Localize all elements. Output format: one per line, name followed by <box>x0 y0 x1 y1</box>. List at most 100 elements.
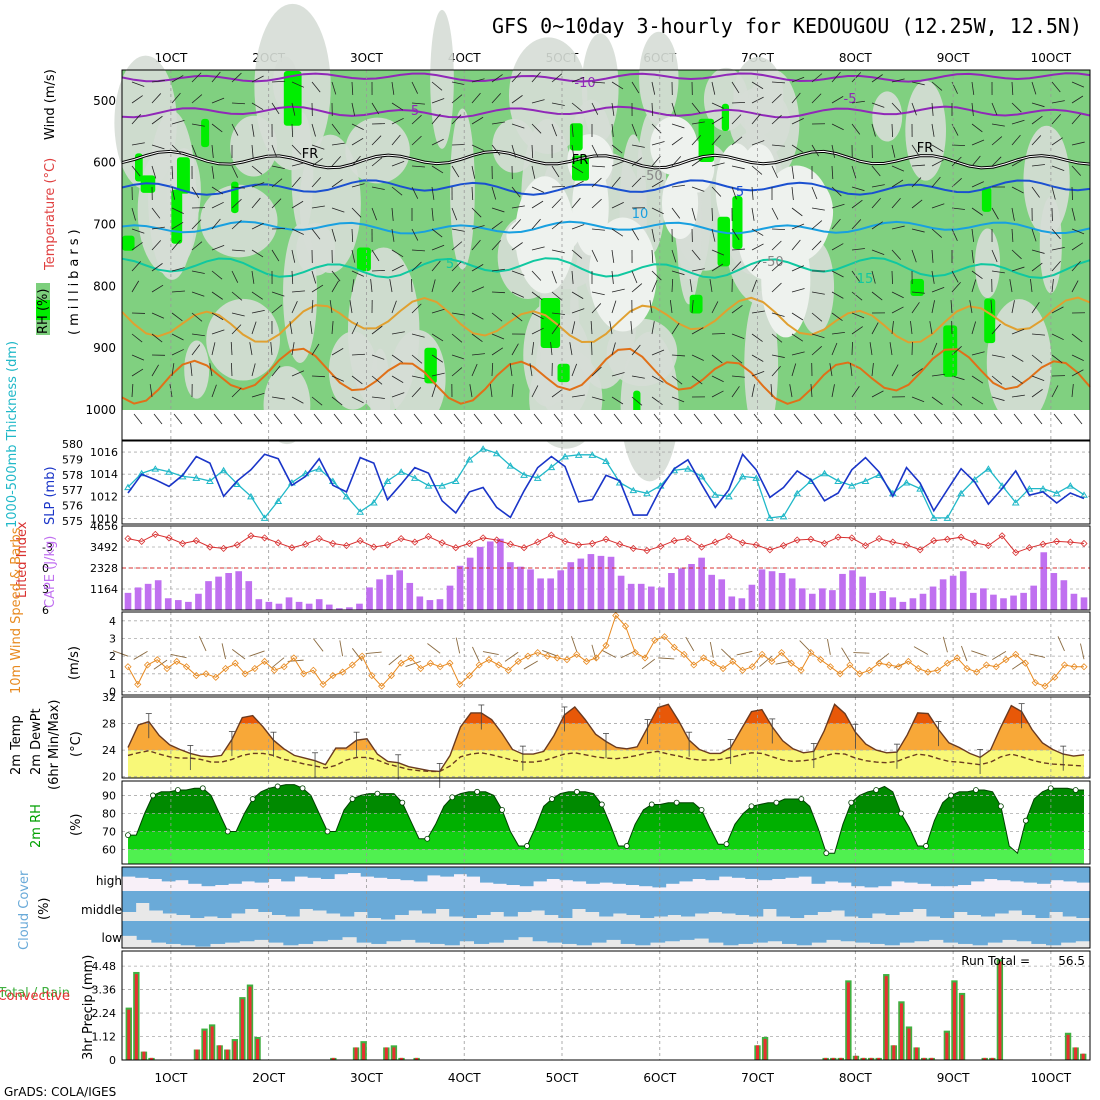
thickness-marker <box>315 465 324 472</box>
surface-wind-barb <box>933 413 943 425</box>
lifted-index-marker <box>779 542 788 550</box>
wind-barb <box>771 93 782 104</box>
surface-wind-barb <box>673 413 683 425</box>
wind-barb <box>971 249 974 263</box>
wind-barb <box>351 322 359 335</box>
surface-wind-barb <box>433 413 443 425</box>
wind-barb <box>1011 159 1024 167</box>
cape-bar <box>285 597 293 610</box>
cloud-cover-bar <box>386 921 402 942</box>
wind-barb <box>831 96 844 104</box>
cape-bar <box>597 555 605 610</box>
wind-barb <box>371 325 383 335</box>
wind-barb <box>151 333 163 343</box>
rh2m-marker <box>973 787 979 793</box>
wind-barb <box>231 102 246 105</box>
wind-barb <box>991 207 999 220</box>
wind-barb <box>311 270 317 284</box>
wind-barb <box>491 291 506 294</box>
wind-barb <box>511 95 523 104</box>
rh-saturated-region <box>984 298 996 344</box>
cloud-cover-bar <box>214 867 229 885</box>
wind10m-marker <box>963 664 971 673</box>
wind-barb <box>991 123 1005 127</box>
wind10m-barb <box>961 645 968 662</box>
wind-barb <box>251 182 265 188</box>
li-tick: 3 <box>42 583 49 596</box>
wind-barb <box>931 396 943 405</box>
cloud-cover-bar <box>811 921 827 943</box>
cloud-cover-bar <box>803 891 818 915</box>
surface-wind-barb <box>173 413 183 425</box>
wind10m-marker <box>387 672 395 680</box>
run-total-value: 56.5 <box>1058 954 1085 968</box>
cloud-cover-bar <box>175 867 189 881</box>
isotherm-label: -50 <box>641 169 662 184</box>
wind-barb <box>431 372 445 377</box>
top-date-tick: 9OCT <box>937 51 970 65</box>
wind-barb <box>131 354 145 361</box>
precip-convective-bar <box>1066 1034 1070 1060</box>
cloud-cover-bar <box>430 921 446 944</box>
rh2m-marker <box>948 792 954 799</box>
wind-barb <box>711 249 725 256</box>
cape-bar <box>557 570 565 610</box>
lifted-index-marker <box>411 538 419 546</box>
cape-bar <box>728 596 736 610</box>
wind-barb <box>371 354 385 360</box>
cloud-cover-bar <box>162 891 178 914</box>
cloud-cover-bar <box>1016 921 1032 942</box>
wind-barb <box>851 123 861 135</box>
cape-bar <box>738 598 746 610</box>
wind-barb <box>471 92 481 104</box>
wind-barb <box>291 81 305 88</box>
cape-bar <box>617 575 625 610</box>
rh2m-marker <box>798 796 805 802</box>
wind-barb <box>391 392 405 398</box>
wind-barb <box>911 396 925 403</box>
wind-barb <box>551 323 560 335</box>
wind-barb <box>411 249 425 252</box>
wind-barb <box>851 100 865 104</box>
wind-barb <box>571 363 578 377</box>
wind-barb <box>451 333 463 343</box>
cloud-cover-bar <box>926 891 941 917</box>
li-tick: -3 <box>42 541 53 554</box>
cape-bar <box>134 587 142 610</box>
wind-barb <box>990 300 993 314</box>
cloud-cover-bar <box>767 921 783 942</box>
wind-barb <box>1009 279 1013 293</box>
cloud-cover-bar <box>283 921 299 946</box>
lifted-index-marker <box>315 535 323 543</box>
wind-barb <box>331 270 341 282</box>
wind-barb <box>931 270 935 284</box>
surface-wind-barb <box>1013 413 1023 425</box>
slp-tick: 1012 <box>90 490 118 503</box>
cloud-cover-bar <box>762 891 777 909</box>
li-tick: 6 <box>42 604 49 617</box>
cloud-cover-bar <box>912 891 927 909</box>
wind-barb <box>1031 389 1043 398</box>
cloud-cover-bar <box>620 921 636 944</box>
rh2m-marker <box>374 790 381 797</box>
temp2m-tick: 24 <box>102 744 116 757</box>
wind10m-barb <box>388 654 402 666</box>
isotherm-freezing-inner <box>121 150 1091 169</box>
cloud-cover-bar <box>943 921 959 943</box>
isotherm-label: 15 <box>857 272 874 287</box>
wind10m-marker <box>1070 663 1078 671</box>
wind-barb <box>691 327 704 335</box>
wind-barb <box>791 223 805 230</box>
thickness-marker <box>1080 491 1088 498</box>
thickness-marker <box>861 477 870 484</box>
lifted-index-marker <box>493 536 501 544</box>
cloud-cover-bar <box>994 891 1009 914</box>
millibars-label: (millibars) <box>67 225 82 335</box>
wind-barb <box>691 268 705 272</box>
wind-barb <box>571 249 583 259</box>
precip-convective-bar <box>384 1047 388 1060</box>
wind-barb <box>551 291 563 301</box>
cloud-cover-bar <box>444 921 460 946</box>
wind10m-barb <box>112 650 129 657</box>
thickness-tick: 579 <box>62 453 83 466</box>
